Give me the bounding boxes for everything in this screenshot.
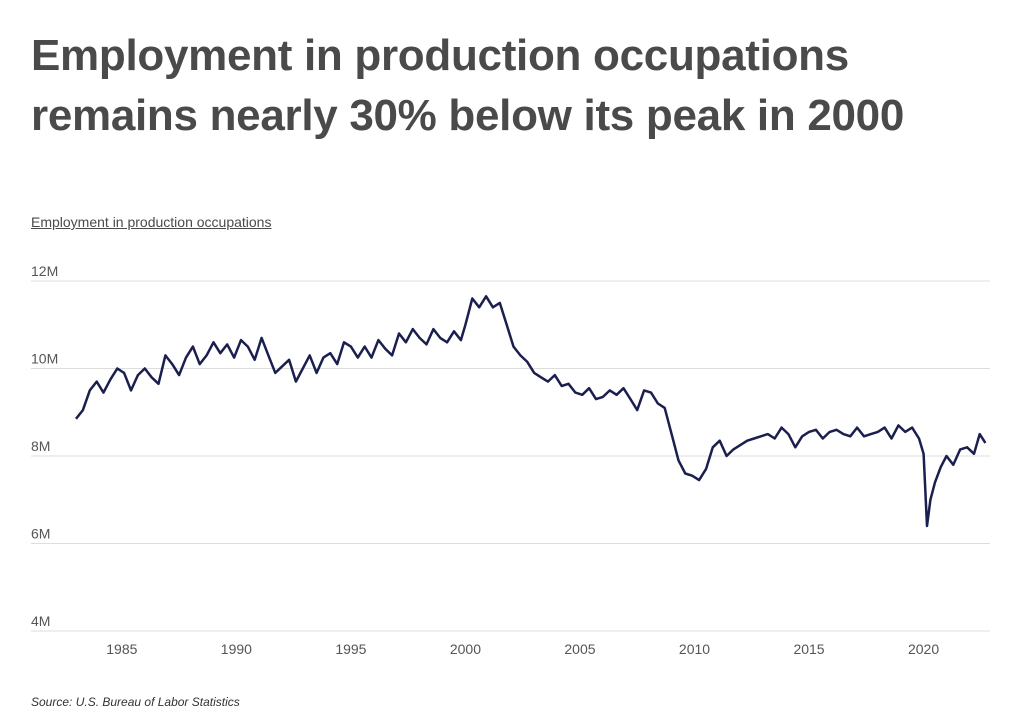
x-tick-label: 2020 <box>908 641 939 657</box>
x-tick-label: 2015 <box>793 641 824 657</box>
x-axis-ticks: 1985 1990 1995 2000 2005 2010 2015 2020 <box>106 641 939 657</box>
series-layer <box>75 295 987 528</box>
y-tick-label: 12M <box>31 263 58 279</box>
y-tick-label: 6M <box>31 526 50 542</box>
x-tick-label: 2010 <box>679 641 710 657</box>
y-tick-label: 10M <box>31 351 58 367</box>
y-tick-label: 8M <box>31 438 50 454</box>
y-tick-label: 4M <box>31 613 50 629</box>
x-tick-label: 1985 <box>106 641 137 657</box>
chart-headline: Employment in production occupations rem… <box>31 31 905 140</box>
series-line <box>75 295 987 528</box>
x-tick-label: 2000 <box>450 641 481 657</box>
x-tick-label: 1995 <box>335 641 366 657</box>
source-note: Source: U.S. Bureau of Labor Statistics <box>31 695 240 709</box>
y-axis-ticks: 12M 10M 8M 6M 4M <box>31 263 58 629</box>
x-tick-label: 2005 <box>564 641 595 657</box>
x-tick-label: 1990 <box>221 641 252 657</box>
gridlines <box>31 280 990 632</box>
chart-title: Employment in production occupations <box>31 214 272 230</box>
